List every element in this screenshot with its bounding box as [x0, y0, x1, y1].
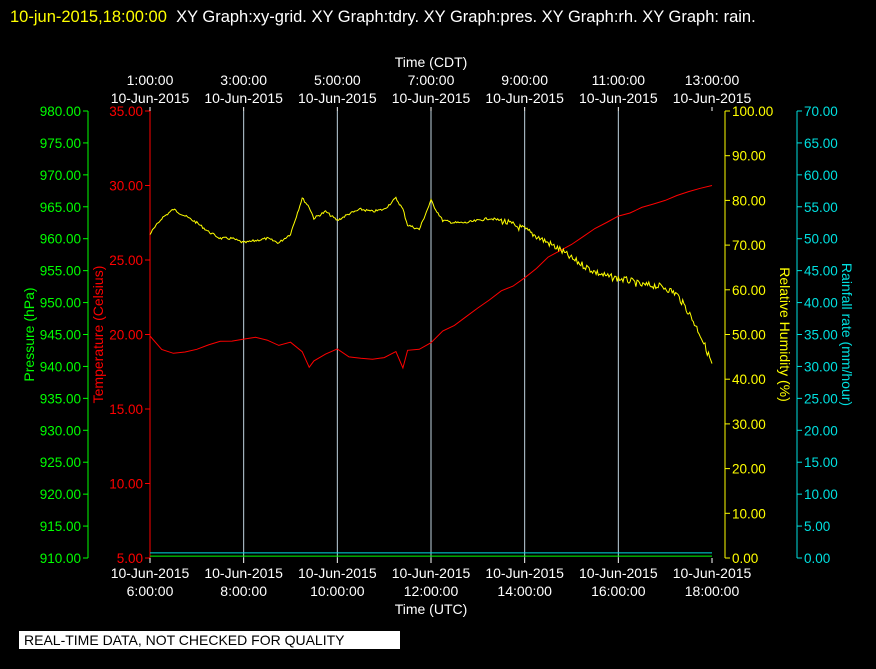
rain-tick-label: 60.00 [804, 168, 838, 183]
top-tick-time: 1:00:00 [127, 72, 174, 88]
pressure-tick-label: 930.00 [40, 423, 81, 438]
temperature-tick-label: 30.00 [109, 179, 143, 194]
top-tick-date: 10-Jun-2015 [204, 90, 283, 106]
bottom-tick-date: 10-Jun-2015 [392, 565, 471, 581]
pressure-tick-label: 910.00 [40, 551, 81, 566]
temperature-tick-label: 25.00 [109, 253, 143, 268]
bottom-tick-date: 10-Jun-2015 [204, 565, 283, 581]
pressure-tick-label: 975.00 [40, 136, 81, 151]
bottom-tick-date: 10-Jun-2015 [485, 565, 564, 581]
humidity-tick-label: 10.00 [732, 506, 766, 521]
bottom-tick-time: 12:00:00 [404, 583, 459, 599]
title-graph-names: XY Graph:xy-grid. XY Graph:tdry. XY Grap… [176, 8, 756, 26]
top-tick-date: 10-Jun-2015 [579, 90, 658, 106]
bottom-tick-time: 18:00:00 [685, 583, 740, 599]
rain-axis-label: Rainfall rate (mm/hour) [839, 263, 855, 406]
humidity-tick-label: 90.00 [732, 149, 766, 164]
top-tick-time: 5:00:00 [314, 72, 361, 88]
bottom-tick-time: 10:00:00 [310, 583, 365, 599]
rain-tick-label: 0.00 [804, 551, 830, 566]
top-tick-time: 9:00:00 [501, 72, 548, 88]
rain-tick-label: 35.00 [804, 328, 838, 343]
pressure-tick-label: 920.00 [40, 487, 81, 502]
top-tick-date: 10-Jun-2015 [485, 90, 564, 106]
top-tick-time: 13:00:00 [685, 72, 740, 88]
humidity-tick-label: 0.00 [732, 551, 758, 566]
temperature-tick-label: 15.00 [109, 402, 143, 417]
humidity-tick-label: 70.00 [732, 238, 766, 253]
pressure-axis-label: Pressure (hPa) [21, 287, 37, 381]
pressure-tick-label: 935.00 [40, 391, 81, 406]
pressure-tick-label: 980.00 [40, 104, 81, 119]
rain-tick-label: 50.00 [804, 232, 838, 247]
temperature-tick-label: 20.00 [109, 328, 143, 343]
top-axis-title: Time (CDT) [395, 54, 468, 70]
rain-tick-label: 65.00 [804, 136, 838, 151]
humidity-tick-label: 80.00 [732, 193, 766, 208]
bottom-tick-time: 6:00:00 [127, 583, 174, 599]
graph-title: 10-jun-2015,18:00:00 XY Graph:xy-grid. X… [10, 2, 866, 32]
pressure-tick-label: 965.00 [40, 200, 81, 215]
bottom-axis-title: Time (UTC) [395, 601, 468, 617]
humidity-tick-label: 60.00 [732, 283, 766, 298]
humidity-tick-label: 30.00 [732, 417, 766, 432]
bottom-tick-time: 16:00:00 [591, 583, 646, 599]
humidity-series-line [149, 196, 713, 364]
pressure-tick-label: 970.00 [40, 168, 81, 183]
pressure-tick-label: 955.00 [40, 264, 81, 279]
pressure-tick-label: 940.00 [40, 359, 81, 374]
top-tick-date: 10-Jun-2015 [673, 90, 752, 106]
rain-tick-label: 5.00 [804, 519, 830, 534]
bottom-tick-date: 10-Jun-2015 [298, 565, 377, 581]
temperature-tick-label: 35.00 [109, 104, 143, 119]
humidity-tick-label: 100.00 [732, 104, 773, 119]
rain-tick-label: 30.00 [804, 359, 838, 374]
rain-tick-label: 45.00 [804, 264, 838, 279]
bottom-tick-time: 8:00:00 [220, 583, 267, 599]
top-tick-date: 10-Jun-2015 [111, 90, 190, 106]
pressure-tick-label: 950.00 [40, 296, 81, 311]
humidity-axis-label: Relative Humidity (%) [777, 267, 793, 402]
pressure-tick-label: 915.00 [40, 519, 81, 534]
top-tick-time: 7:00:00 [408, 72, 455, 88]
rain-tick-label: 25.00 [804, 391, 838, 406]
rain-tick-label: 70.00 [804, 104, 838, 119]
rain-tick-label: 15.00 [804, 455, 838, 470]
top-tick-date: 10-Jun-2015 [298, 90, 377, 106]
pressure-tick-label: 945.00 [40, 328, 81, 343]
rain-tick-label: 10.00 [804, 487, 838, 502]
bottom-tick-date: 10-Jun-2015 [673, 565, 752, 581]
humidity-tick-label: 40.00 [732, 372, 766, 387]
rain-tick-label: 20.00 [804, 423, 838, 438]
temperature-tick-label: 10.00 [109, 477, 143, 492]
bottom-tick-date: 10-Jun-2015 [111, 565, 190, 581]
temperature-axis-label: Temperature (Celsius) [90, 266, 106, 404]
bottom-tick-date: 10-Jun-2015 [579, 565, 658, 581]
title-graph-list: XY Graph:xy-grid. XY Graph:tdry. XY Grap… [167, 8, 756, 26]
top-tick-date: 10-Jun-2015 [392, 90, 471, 106]
temperature-series-line [149, 185, 713, 370]
title-timestamp: 10-jun-2015,18:00:00 [10, 8, 167, 26]
top-tick-time: 3:00:00 [220, 72, 267, 88]
humidity-tick-label: 20.00 [732, 462, 766, 477]
rain-tick-label: 55.00 [804, 200, 838, 215]
bottom-tick-time: 14:00:00 [497, 583, 552, 599]
temperature-tick-label: 5.00 [117, 551, 143, 566]
pressure-tick-label: 925.00 [40, 455, 81, 470]
quality-warning-banner: REAL-TIME DATA, NOT CHECKED FOR QUALITY [19, 631, 400, 649]
humidity-tick-label: 50.00 [732, 328, 766, 343]
rain-tick-label: 40.00 [804, 296, 838, 311]
top-tick-time: 11:00:00 [592, 72, 646, 88]
pressure-tick-label: 960.00 [40, 232, 81, 247]
